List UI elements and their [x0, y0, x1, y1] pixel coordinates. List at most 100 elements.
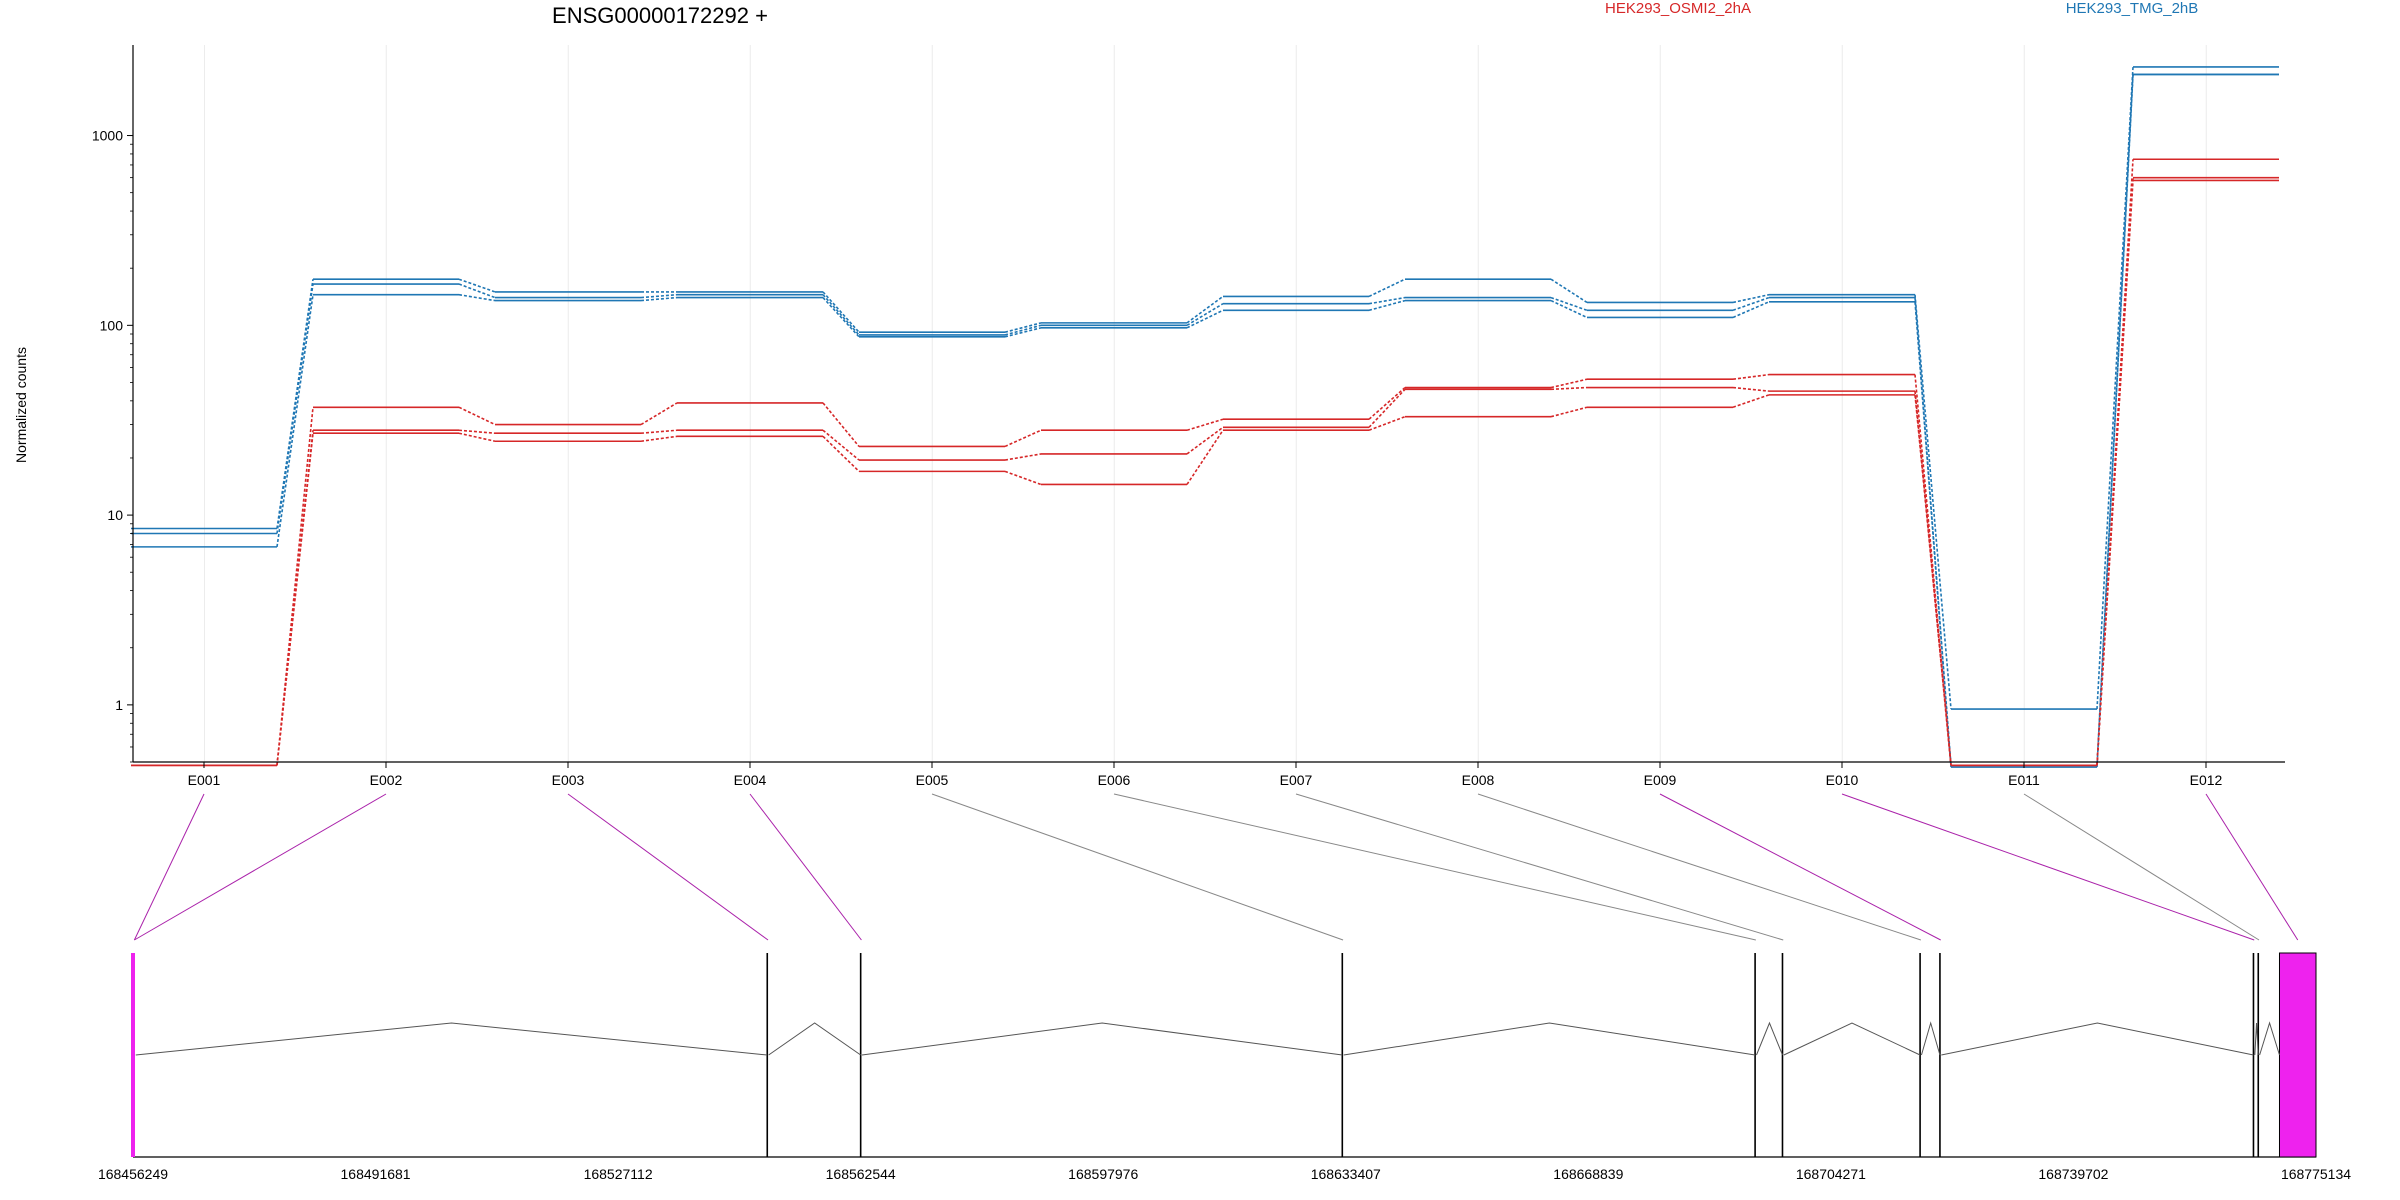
x-tick-label-e002: E002: [370, 772, 403, 788]
vertical-gridlines: [204, 45, 2207, 762]
data-connector: [1732, 373, 1770, 381]
intron-line: [1941, 1022, 2254, 1056]
x-tick-label-e005: E005: [916, 772, 949, 788]
connector-e012: [2205, 793, 2299, 941]
legend-entry-tmg: HEK293_TMG_2hB: [2066, 0, 2199, 17]
axes: 1 10 100 1000 E001 E002 E003 E004 E005 E006 E007 E0…: [92, 45, 2285, 788]
data-connector: [1368, 388, 1406, 428]
data-connector: [1186, 303, 1224, 327]
data-connector: [822, 429, 860, 461]
coordinate-label-8: 168704271: [1796, 1166, 1866, 1182]
intron-line: [861, 1022, 1343, 1056]
y-tick-label-1000: 1000: [92, 128, 123, 144]
data-connector: [1186, 295, 1224, 324]
coordinate-label-10: 168775134: [2281, 1166, 2351, 1182]
connector-e003: [567, 793, 769, 941]
data-connector: [640, 402, 678, 426]
data-connector: [1550, 378, 1588, 389]
chart-title: ENSG00000172292 +: [552, 3, 768, 28]
coordinate-label-1: 168456249: [98, 1166, 168, 1182]
data-connector: [1186, 309, 1224, 329]
x-tick-label-e012: E012: [2190, 772, 2223, 788]
data-connector: [1004, 429, 1042, 448]
data-connector: [1914, 294, 1952, 710]
data-connector: [458, 432, 496, 443]
data-connector: [458, 293, 496, 302]
connector-e004: [749, 793, 862, 941]
data-connector: [1186, 426, 1224, 455]
data-connector: [1186, 418, 1224, 432]
connector-e011: [2023, 793, 2260, 941]
data-connector: [1368, 386, 1406, 420]
coordinate-label-5: 168597976: [1068, 1166, 1138, 1182]
connector-e008: [1477, 793, 1921, 941]
data-connector: [1368, 415, 1406, 431]
y-axis-label: Normalized counts: [13, 347, 29, 463]
data-connector: [276, 283, 314, 534]
x-tick-label-e006: E006: [1098, 772, 1131, 788]
y-tick-label-1: 1: [115, 697, 123, 713]
data-connector: [822, 402, 860, 447]
data-connector: [276, 433, 314, 766]
data-connector: [1550, 278, 1588, 304]
data-connector: [640, 293, 678, 299]
connector-e010: [1841, 793, 2255, 941]
data-connector: [1914, 301, 1952, 768]
y-tick-label-100: 100: [100, 317, 124, 333]
data-connector: [822, 294, 860, 336]
coordinate-label-6: 168633407: [1311, 1166, 1381, 1182]
series-1: [131, 66, 2279, 710]
data-connector: [1732, 394, 1770, 409]
intron-line: [2259, 1021, 2280, 1056]
x-tick-label-e009: E009: [1644, 772, 1677, 788]
series-3: [131, 73, 2279, 768]
data-connector: [276, 294, 314, 547]
x-tick-label-e010: E010: [1826, 772, 1859, 788]
coordinate-label-2: 168491681: [341, 1166, 411, 1182]
data-connector: [1550, 296, 1588, 312]
data-connector: [2096, 74, 2134, 768]
data-connector: [1368, 299, 1406, 312]
data-connector: [640, 296, 678, 302]
data-connector: [1732, 386, 1770, 392]
data-connector: [640, 429, 678, 435]
connector-e007: [1295, 793, 1784, 941]
y-tick-label-10: 10: [107, 507, 123, 523]
intron-line: [1920, 1021, 1941, 1056]
data-connector: [1368, 278, 1406, 298]
x-tick-label-e001: E001: [188, 772, 221, 788]
data-connector: [1914, 394, 1952, 766]
connector-e002: [134, 793, 387, 941]
series-2: [131, 73, 2279, 767]
series-6: [131, 179, 2279, 767]
data-connector: [2096, 66, 2134, 710]
data-connector: [458, 429, 496, 435]
connector-e001: [133, 793, 205, 941]
connector-e009: [1659, 793, 1941, 941]
x-tick-label-e004: E004: [734, 772, 767, 788]
data-connector: [1732, 296, 1770, 312]
series-lines: [131, 66, 2279, 768]
data-connector: [1914, 391, 1952, 766]
coordinate-label-3: 168527112: [584, 1166, 653, 1182]
x-tick-label-e011: E011: [2008, 772, 2040, 788]
data-connector: [458, 406, 496, 426]
intron-line: [135, 1022, 768, 1056]
series-4: [131, 158, 2279, 767]
data-connector: [1004, 324, 1042, 336]
data-connector: [1550, 386, 1588, 391]
intron-line: [1756, 1021, 1783, 1056]
x-tick-label-e007: E007: [1280, 772, 1313, 788]
data-connector: [822, 297, 860, 338]
coordinate-label-7: 168668839: [1553, 1166, 1623, 1182]
connector-e005: [931, 793, 1344, 941]
data-connector: [1368, 296, 1406, 305]
data-connector: [640, 435, 678, 443]
data-connector: [1004, 453, 1042, 461]
x-tick-label-e008: E008: [1462, 772, 1495, 788]
data-connector: [2096, 180, 2134, 766]
data-connector: [276, 407, 314, 766]
intron-line: [2254, 1022, 2259, 1056]
coordinate-label-4: 168562544: [826, 1166, 896, 1182]
